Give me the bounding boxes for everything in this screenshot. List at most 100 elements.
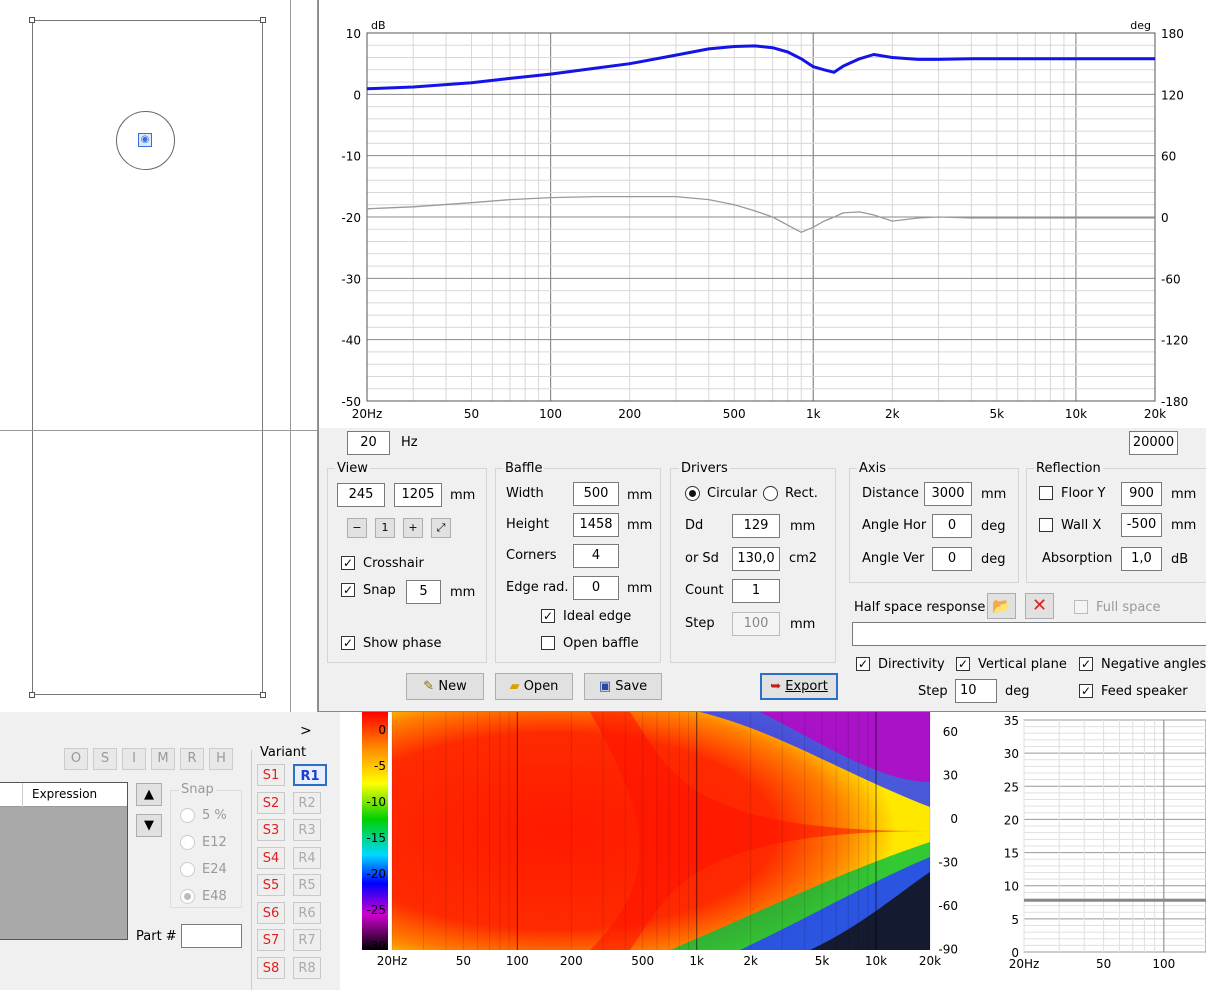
- variant-s4-button[interactable]: S4: [257, 846, 285, 869]
- variant-r4-button[interactable]: R4: [293, 846, 321, 869]
- variant-r2-button[interactable]: R2: [293, 791, 321, 814]
- mode-button-i[interactable]: I: [122, 748, 146, 770]
- expression-header: Expression: [32, 787, 98, 801]
- new-button[interactable]: ✎ New: [406, 673, 484, 700]
- snap-option-radio[interactable]: [180, 889, 195, 904]
- variant-r6-button[interactable]: R6: [293, 901, 321, 924]
- open-baffle-checkbox[interactable]: [541, 636, 555, 650]
- delete-x-icon[interactable]: ✕: [1025, 593, 1054, 619]
- freq-max-input[interactable]: 20000: [1129, 431, 1178, 455]
- sd-input[interactable]: 130,0: [732, 547, 780, 571]
- floor-checkbox[interactable]: [1039, 486, 1053, 500]
- variant-s2-button[interactable]: S2: [257, 791, 285, 814]
- width-input[interactable]: 500: [573, 482, 619, 506]
- export-button[interactable]: ➥ Export: [760, 673, 838, 700]
- variant-s3-button[interactable]: S3: [257, 819, 285, 841]
- wall-unit: mm: [1171, 518, 1197, 533]
- view-x-input[interactable]: 245: [337, 483, 385, 507]
- step-input[interactable]: 100: [732, 612, 780, 636]
- distance-input[interactable]: 3000: [924, 482, 972, 506]
- directivity-step-input[interactable]: 10: [955, 679, 997, 703]
- mode-button-m[interactable]: M: [151, 748, 175, 770]
- zoom-out-button[interactable]: −: [347, 518, 367, 538]
- x-tick-label: 5k: [990, 407, 1005, 421]
- part-number-input[interactable]: [181, 924, 242, 948]
- corners-input[interactable]: 4: [573, 544, 619, 568]
- handle-bottom-left[interactable]: [29, 692, 35, 698]
- half-space-file-field[interactable]: [852, 622, 1206, 646]
- mode-button-s[interactable]: S: [93, 748, 117, 770]
- view-y-input[interactable]: 1205: [394, 483, 442, 507]
- variant-r8-button[interactable]: R8: [293, 956, 321, 979]
- edge-radius-input[interactable]: 0: [573, 576, 619, 600]
- x-tick-label: 2k: [885, 407, 900, 421]
- variant-r3-button[interactable]: R3: [293, 819, 321, 841]
- variant-s1-button[interactable]: S1: [257, 764, 285, 786]
- expand-arrow[interactable]: >: [300, 723, 312, 739]
- x-tick-label: 10k: [1065, 407, 1087, 421]
- height-input[interactable]: 1458: [573, 513, 619, 537]
- baffle-outline: [32, 20, 263, 695]
- zoom-fit-button[interactable]: ⤢: [431, 518, 451, 538]
- rect-radio[interactable]: [763, 486, 778, 501]
- move-down-button[interactable]: ▼: [136, 814, 162, 837]
- handle-top-right[interactable]: [260, 17, 266, 23]
- variant-r1-button[interactable]: R1: [293, 764, 327, 786]
- variant-r5-button[interactable]: R5: [293, 874, 321, 896]
- mode-button-o[interactable]: O: [64, 748, 88, 770]
- angle-hor-input[interactable]: 0: [932, 514, 972, 538]
- snap-value-input[interactable]: 5: [406, 580, 441, 604]
- frequency-response-chart[interactable]: 100-10-20-30-40-50180120600-60-120-180dB…: [319, 0, 1206, 428]
- variant-s7-button[interactable]: S7: [257, 929, 285, 951]
- show-phase-checkbox[interactable]: ✓: [341, 636, 355, 650]
- small-response-chart[interactable]: 3530252015105020Hz50100200: [980, 712, 1206, 990]
- full-space-checkbox[interactable]: [1074, 600, 1088, 614]
- variant-r7-button[interactable]: R7: [293, 929, 321, 951]
- freq-min-input[interactable]: 20: [347, 431, 390, 455]
- width-unit: mm: [627, 488, 653, 503]
- feed-speaker-label: Feed speaker: [1101, 684, 1188, 699]
- small-chart-grid: [1023, 719, 1206, 953]
- floor-input[interactable]: 900: [1121, 482, 1162, 506]
- y-left-tick-label: 10: [346, 27, 361, 41]
- handle-bottom-right[interactable]: [260, 692, 266, 698]
- handle-top-left[interactable]: [29, 17, 35, 23]
- snap-option-radio[interactable]: [180, 835, 195, 850]
- drivers-group-label: Drivers: [679, 461, 730, 476]
- heatmap-x-tick-label: 20Hz: [377, 954, 408, 968]
- expression-table[interactable]: Expression: [0, 782, 128, 940]
- negative-angles-checkbox[interactable]: ✓: [1079, 657, 1093, 671]
- snap-option-radio[interactable]: [180, 862, 195, 877]
- mode-button-h[interactable]: H: [209, 748, 233, 770]
- feed-speaker-checkbox[interactable]: ✓: [1079, 684, 1093, 698]
- variant-s8-button[interactable]: S8: [257, 956, 285, 979]
- directivity-checkbox[interactable]: ✓: [856, 657, 870, 671]
- snap-option-radio[interactable]: [180, 808, 195, 823]
- snap-checkbox[interactable]: ✓: [341, 583, 355, 597]
- vertical-plane-checkbox[interactable]: ✓: [956, 657, 970, 671]
- ideal-edge-checkbox[interactable]: ✓: [541, 609, 555, 623]
- angle-ver-input[interactable]: 0: [932, 547, 972, 571]
- zoom-in-button[interactable]: +: [403, 518, 423, 538]
- small-y-tick-label: 15: [1004, 847, 1019, 861]
- crosshair-checkbox[interactable]: ✓: [341, 556, 355, 570]
- reflection-group: [1026, 468, 1206, 583]
- wall-checkbox[interactable]: [1039, 518, 1053, 532]
- open-button[interactable]: ▰ Open: [495, 673, 573, 700]
- move-up-button[interactable]: ▲: [136, 783, 162, 806]
- dd-input[interactable]: 129: [732, 514, 780, 538]
- circular-radio[interactable]: [685, 486, 700, 501]
- variant-s6-button[interactable]: S6: [257, 901, 285, 924]
- save-button[interactable]: ▣ Save: [584, 673, 662, 700]
- zoom-reset-button[interactable]: 1: [375, 518, 395, 538]
- baffle-canvas[interactable]: ◉: [0, 0, 318, 712]
- driver-circle[interactable]: [116, 111, 175, 170]
- variant-s5-button[interactable]: S5: [257, 874, 285, 896]
- view-group: [327, 468, 487, 663]
- mode-button-r[interactable]: R: [180, 748, 204, 770]
- wall-input[interactable]: -500: [1121, 513, 1162, 537]
- count-input[interactable]: 1: [732, 579, 780, 603]
- absorption-input[interactable]: 1,0: [1121, 547, 1162, 571]
- folder-open-icon[interactable]: 📂: [987, 593, 1016, 619]
